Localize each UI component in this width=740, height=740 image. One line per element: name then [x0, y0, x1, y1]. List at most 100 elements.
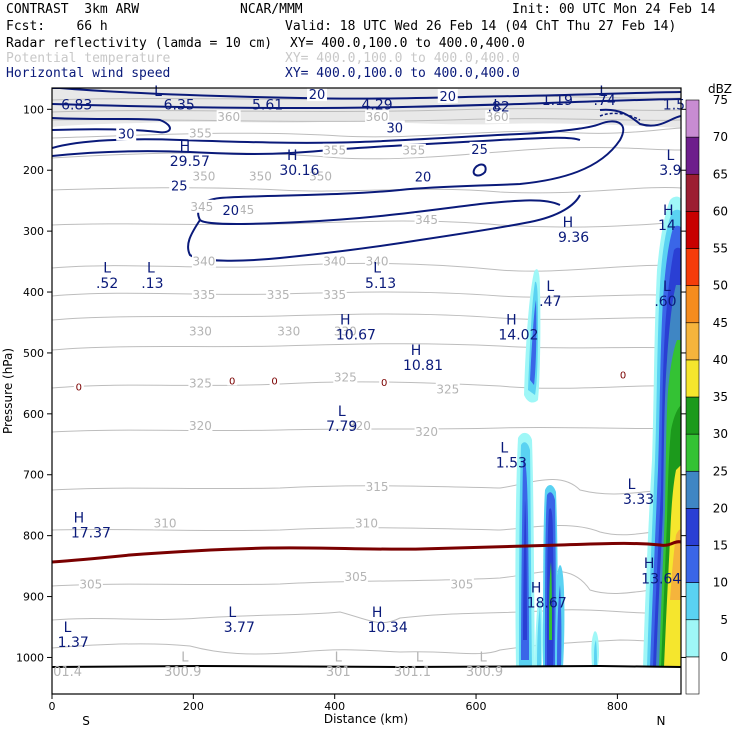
y-tick-label: 800: [23, 530, 44, 543]
y-tick-label: 200: [23, 164, 44, 177]
zero-isotherm-labels: 0 0 0 0 0: [73, 368, 629, 393]
wind-speed-contours: [52, 88, 681, 262]
theta-extremum-label: L: [335, 650, 343, 665]
theta-contour-label: 355: [189, 127, 212, 141]
wind-extremum-label: H: [287, 148, 298, 164]
wind-extremum-label: 3.77: [224, 620, 255, 636]
wind-extremum-label: 1.5: [663, 97, 685, 113]
theta-label-bg: [414, 213, 439, 227]
field-reflectivity-name: Radar reflectivity (lamda = 10 cm): [6, 36, 273, 51]
wind-extremum-label: L: [154, 84, 162, 100]
plot-frame: [51, 87, 682, 695]
colorbar-swatch: [685, 322, 700, 361]
x-axis-label: Distance (km): [324, 712, 408, 726]
theta-contour-label: 330: [277, 325, 300, 339]
theta-label-bg: [365, 110, 390, 124]
wind-extremum-label: .47: [539, 294, 561, 310]
wind-contour-label: 30: [118, 128, 135, 143]
wind-extremum-label: 1.37: [58, 635, 89, 651]
wind-extremum-label: H: [563, 215, 574, 231]
colorbar-label: 45: [713, 316, 728, 330]
x-tick-label: 200: [183, 700, 204, 713]
wind-extremum-label: H: [180, 139, 191, 155]
wind-contour-label: 30: [386, 122, 403, 137]
header-center: NCAR/MMM: [240, 2, 303, 17]
theta-label-bg: [153, 516, 178, 530]
wind-extremum-label: L: [64, 620, 72, 636]
theta-label-bg: [191, 254, 216, 268]
theta-contour-label: 310: [154, 516, 177, 530]
colorbar-label: 40: [713, 353, 728, 367]
x-tick-label: 600: [466, 700, 487, 713]
theta-label-bg: [401, 143, 426, 157]
theta-label-bg: [188, 376, 213, 390]
wind-extremum-label: 10.67: [336, 328, 376, 344]
colorbar-label: 0: [720, 650, 728, 664]
theta-label-bg: [322, 143, 347, 157]
theta-contour-label: 335: [267, 288, 290, 302]
x-tick-label: 400: [324, 700, 345, 713]
wind-extremum-label: L: [546, 279, 554, 295]
header-fcst: Fcst: 66 h: [6, 19, 108, 34]
wind-extremum-label: H: [506, 312, 517, 328]
wind-extremum-label: 17.37: [71, 526, 111, 542]
zero-label-bg: [73, 380, 84, 392]
theta-label-bg: [189, 199, 214, 213]
colorbar-swatch: [685, 433, 700, 472]
field-wind-xy: XY= 400.0,100.0 to 400.0,400.0: [285, 66, 520, 81]
field-theta-xy: XY= 400.0,100.0 to 400.0,400.0: [285, 51, 520, 66]
theta-extremum-label: 301: [326, 665, 351, 680]
wind-label-bg: [116, 126, 137, 141]
theta-label-bg: [343, 570, 368, 584]
colorbar-swatch: [685, 470, 700, 509]
wind-extremum-label: 6.83: [61, 97, 92, 113]
wind-extremum-label: 1.19: [542, 93, 573, 109]
wind-extremum-label: 14.02: [498, 328, 538, 344]
colorbar-swatch: [685, 99, 700, 138]
colorbar-swatch: [685, 136, 700, 175]
colorbar-label: 20: [713, 501, 728, 515]
y-tick-label: 900: [23, 591, 44, 604]
colorbar-swatch: [685, 545, 700, 583]
wind-label-bg: [469, 141, 490, 156]
wind-extremum-label: 9.36: [558, 230, 589, 246]
theta-contour-label: 350: [309, 169, 332, 183]
colorbar-label: 5: [720, 613, 728, 627]
x-tick-label: 800: [607, 700, 628, 713]
colorbar-label: 15: [713, 539, 728, 553]
theta-contour-label: 305: [79, 577, 102, 591]
wind-extremum-label: H: [340, 312, 351, 328]
wind-extremum-label: 3.9: [659, 163, 681, 179]
zero-label-bg: [379, 376, 390, 388]
wind-label-bg: [220, 202, 241, 217]
theta-label-bg: [414, 425, 439, 439]
theta-contour-label: 330: [334, 325, 357, 339]
header-model: CONTRAST 3km ARW: [6, 2, 140, 17]
wind-extremum-label: 10.81: [403, 358, 443, 374]
colorbar-swatch: [685, 582, 700, 621]
theta-contour-label: 325: [189, 376, 212, 390]
y-tick-label: 400: [23, 286, 44, 299]
wind-label-bg: [384, 120, 405, 135]
theta-contour-label: 325: [334, 370, 357, 384]
colorbar-label: 70: [713, 130, 728, 144]
wind-extremum-label: L: [599, 84, 607, 100]
colorbar-label: 35: [713, 390, 728, 404]
colorbar-label: 55: [713, 242, 728, 256]
wind-extremum-label: 30.16: [279, 163, 319, 179]
wind-extremum-label: .82: [488, 99, 510, 115]
colorbar-swatch: [685, 359, 700, 398]
theta-contour-label: 350: [192, 169, 215, 183]
zero-isotherm-label: 0: [381, 378, 387, 389]
y-tick-label: 600: [23, 408, 44, 421]
theta-label-bg: [248, 169, 273, 183]
theta-contour-label: 310: [355, 516, 378, 530]
zero-isotherm-label: 0: [620, 370, 626, 381]
colorbar-label: 65: [713, 167, 728, 181]
wind-extremum-label: 29.57: [170, 154, 210, 170]
wind-extremum-label: H: [411, 343, 422, 359]
wind-contour-label: 20: [223, 204, 240, 219]
wind-extremum-label: H: [372, 605, 383, 621]
colorbar: 0 5 10 15 20 25 30 35 40 45 50 55 60 65 70 75: [685, 93, 728, 695]
wind-contour-label: 20: [415, 170, 432, 185]
